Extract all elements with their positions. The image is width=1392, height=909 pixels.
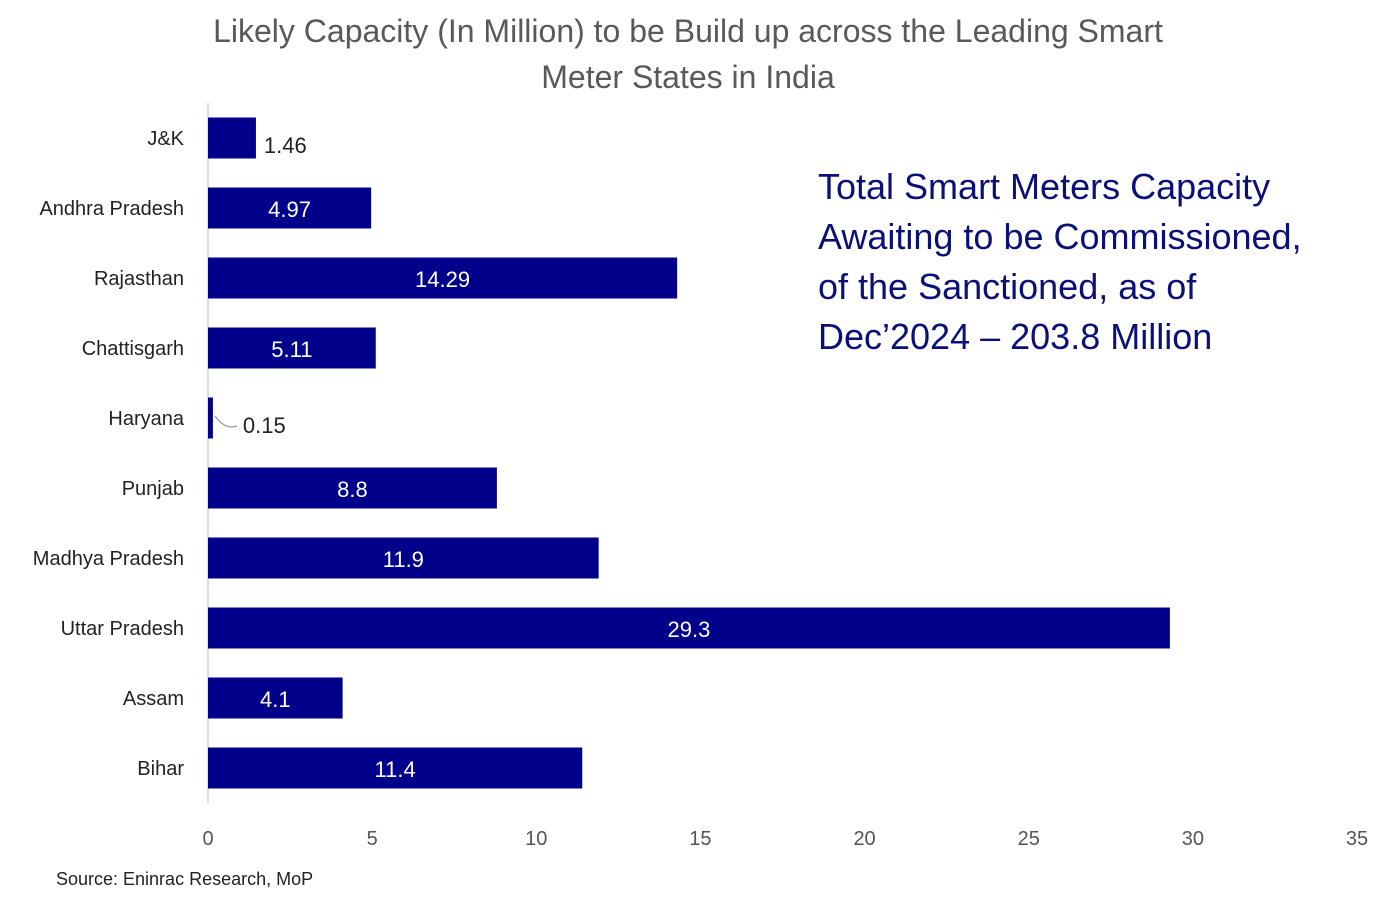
category-label: Chattisgarh	[82, 338, 184, 360]
annotation-line-1: Total Smart Meters Capacity	[818, 166, 1271, 207]
data-label: 29.3	[668, 617, 711, 642]
total-capacity-annotation: Total Smart Meters Capacity Awaiting to …	[818, 162, 1378, 362]
bar	[208, 257, 678, 299]
data-label: 8.8	[337, 477, 368, 502]
x-tick-label: 0	[202, 828, 213, 850]
x-tick-label: 20	[853, 828, 875, 850]
data-label: 11.9	[383, 547, 424, 572]
category-label: Haryana	[108, 408, 184, 430]
x-tick-label: 30	[1182, 828, 1204, 850]
bar	[208, 607, 1170, 649]
x-tick-label: 25	[1018, 828, 1040, 850]
category-label: Rajasthan	[94, 268, 184, 290]
category-label: Andhra Pradesh	[39, 198, 184, 220]
annotation-line-3: of the Sanctioned, as of	[818, 266, 1197, 307]
category-label: Bihar	[137, 758, 184, 780]
x-tick-label: 15	[689, 828, 711, 850]
bar	[208, 187, 372, 229]
source-note: Source: Eninrac Research, MoP	[56, 869, 314, 889]
bar	[208, 327, 376, 369]
chart-title-line-2: Meter States in India	[541, 59, 835, 95]
category-label: J&K	[147, 128, 184, 150]
bar	[208, 397, 213, 439]
chart-title: Likely Capacity (In Million) to be Build…	[120, 8, 1256, 100]
data-label: 0.15	[243, 413, 286, 438]
data-label-leader-line	[214, 415, 238, 428]
bar	[208, 747, 583, 789]
bar	[208, 467, 497, 509]
annotation-line-2: Awaiting to be Commissioned,	[818, 216, 1302, 257]
category-label: Uttar Pradesh	[61, 618, 184, 640]
data-label: 4.97	[268, 197, 311, 222]
x-tick-label: 5	[367, 828, 378, 850]
bar	[208, 677, 343, 719]
data-label: 11.4	[375, 757, 416, 782]
data-label: 4.1	[260, 687, 291, 712]
bar	[208, 117, 256, 159]
data-label: 5.11	[271, 337, 312, 362]
x-tick-label: 10	[525, 828, 547, 850]
category-label: Assam	[123, 688, 184, 710]
annotation-line-4: Dec’2024 – 203.8 Million	[818, 316, 1213, 357]
category-label: Madhya Pradesh	[33, 548, 184, 570]
bar	[208, 537, 599, 579]
data-label: 14.29	[415, 267, 470, 292]
category-label: Punjab	[122, 478, 184, 500]
x-tick-label: 35	[1346, 828, 1368, 850]
chart-title-line-1: Likely Capacity (In Million) to be Build…	[213, 13, 1163, 49]
data-label: 1.46	[264, 133, 307, 158]
